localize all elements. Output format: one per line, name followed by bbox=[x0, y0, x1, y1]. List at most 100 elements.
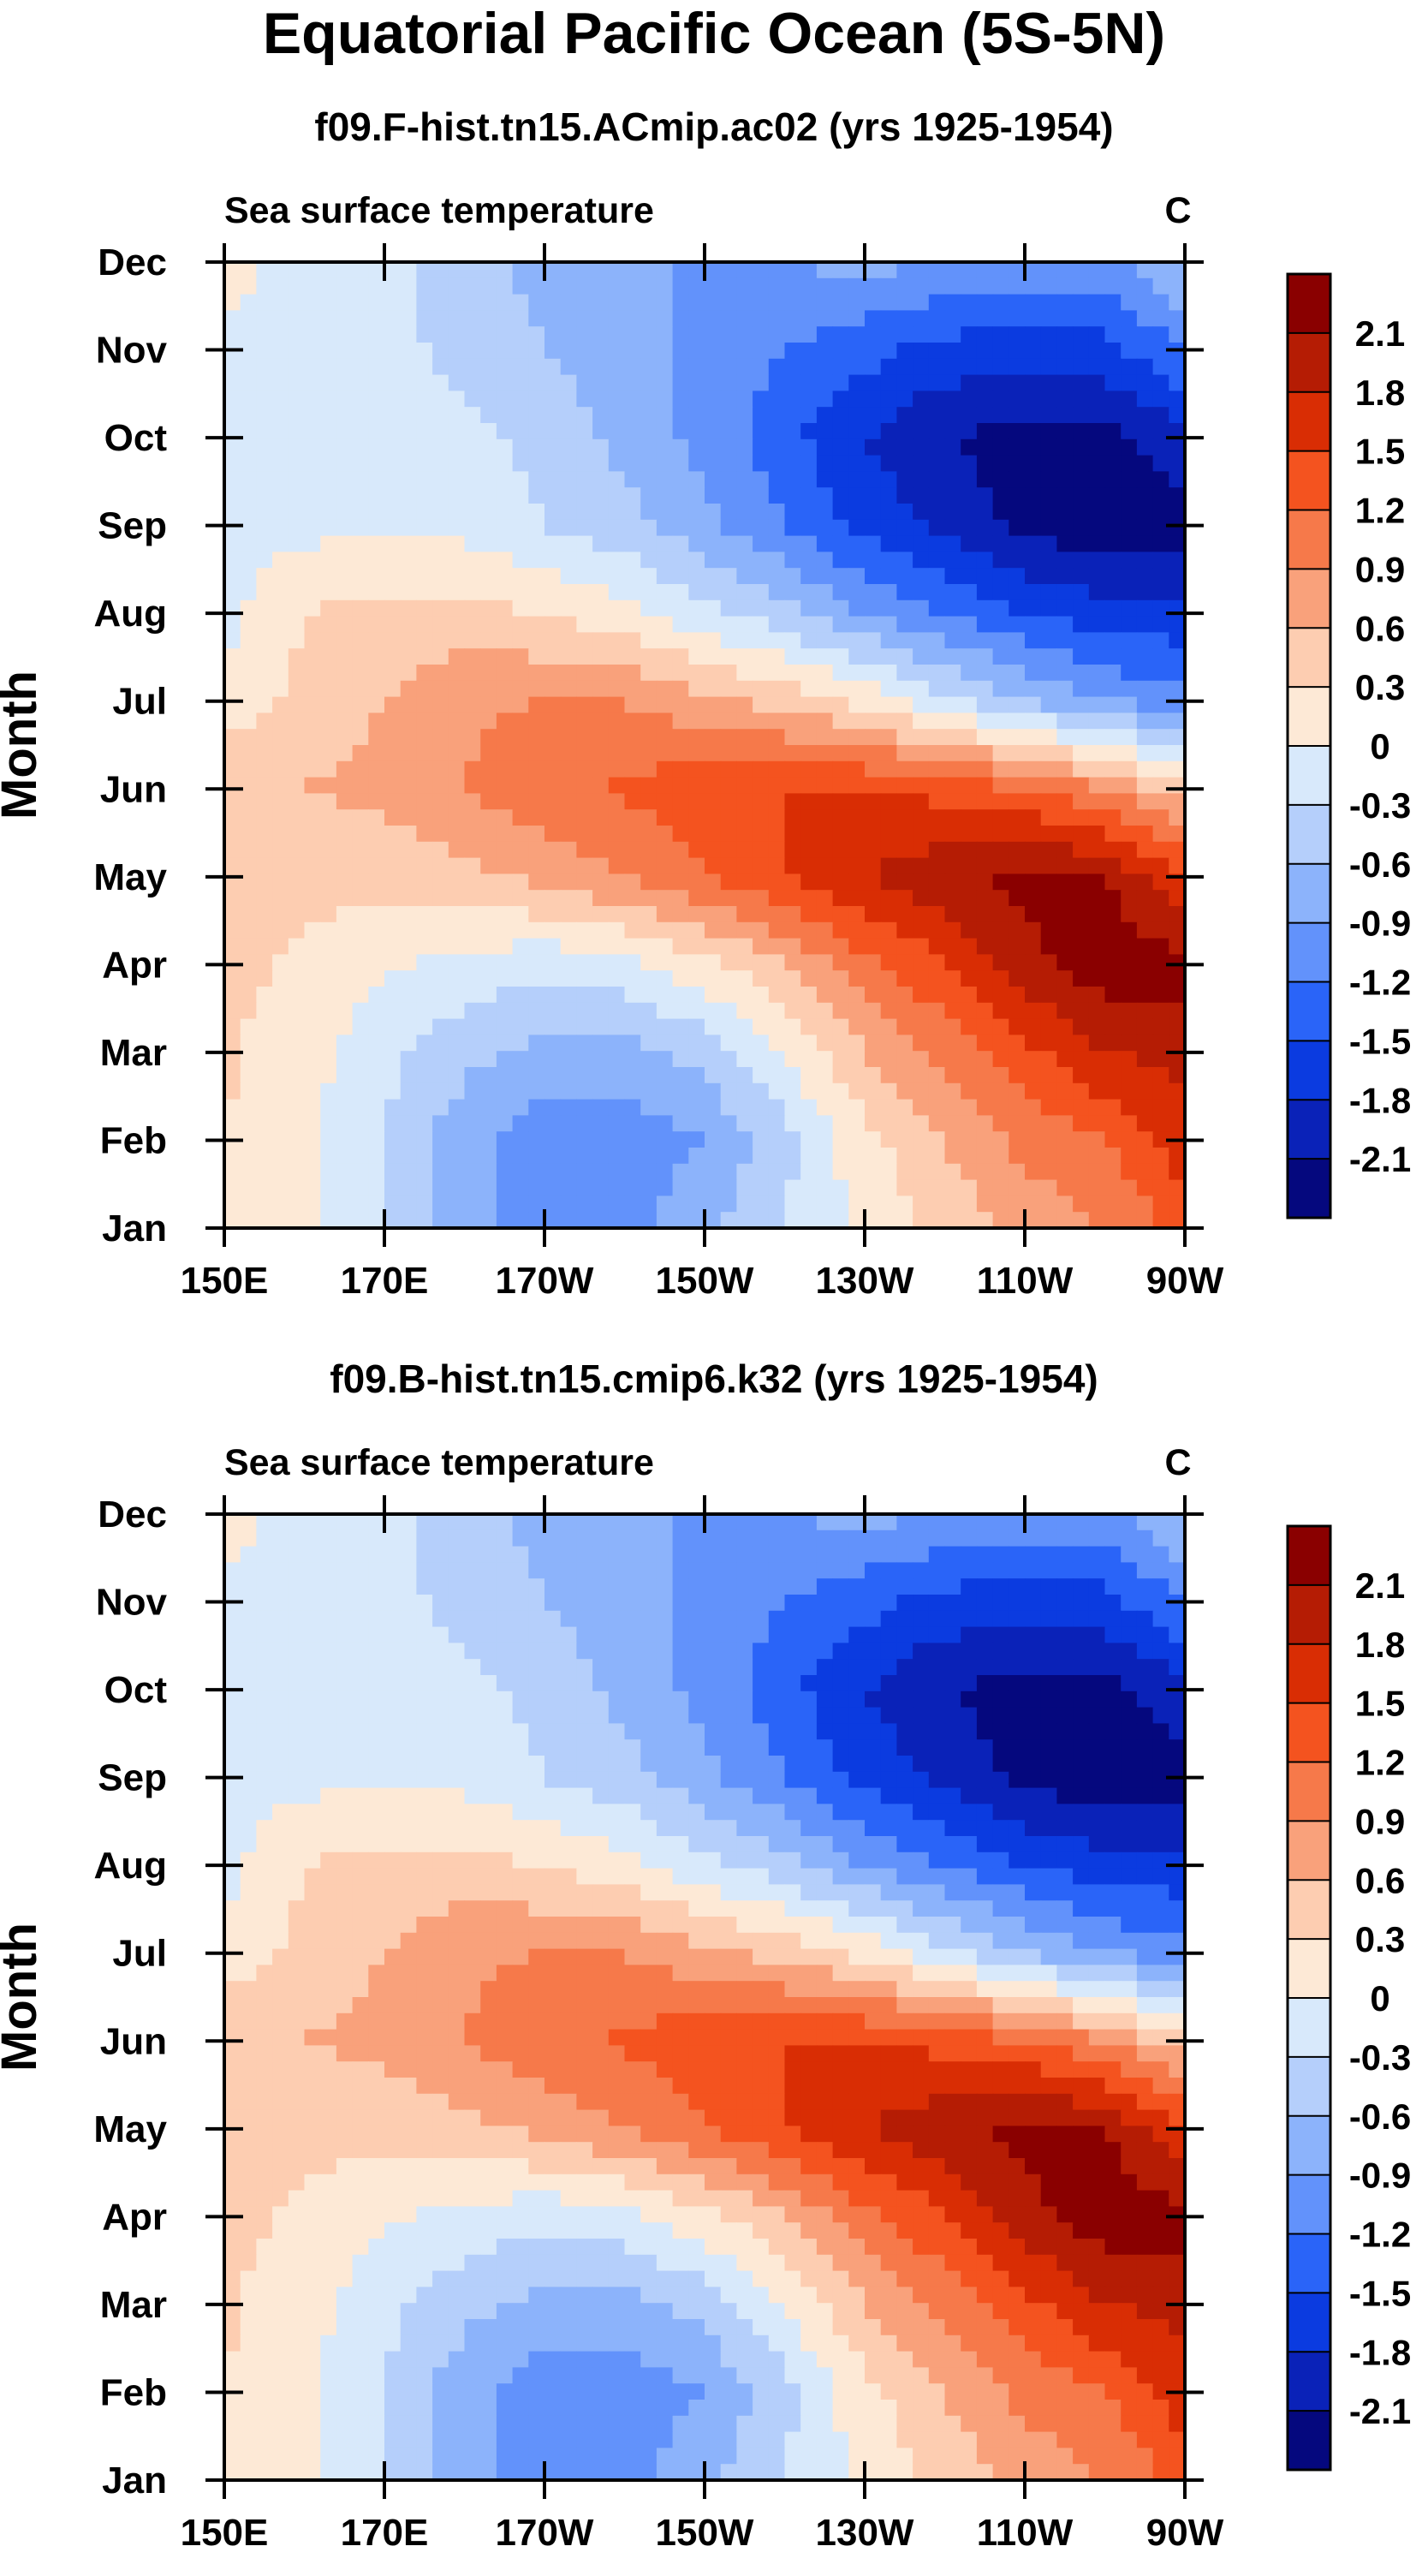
contour-cell bbox=[1121, 1115, 1138, 1132]
contour-cell bbox=[753, 423, 770, 440]
contour-cell bbox=[1136, 1212, 1154, 1229]
contour-cell bbox=[1136, 407, 1154, 424]
contour-cell bbox=[240, 1196, 257, 1213]
contour-cell bbox=[865, 1099, 882, 1116]
contour-cell bbox=[352, 407, 369, 424]
contour-cell bbox=[848, 1787, 866, 1804]
contour-cell bbox=[576, 1771, 593, 1789]
contour-cell bbox=[720, 1051, 737, 1068]
contour-cell bbox=[464, 826, 481, 843]
contour-cell bbox=[416, 970, 433, 987]
contour-cell bbox=[1121, 519, 1138, 537]
contour-cell bbox=[928, 262, 946, 279]
contour-cell bbox=[560, 1562, 577, 1579]
contour-cell bbox=[688, 857, 705, 874]
contour-cell bbox=[256, 1530, 273, 1547]
contour-cell bbox=[576, 745, 593, 762]
contour-cell bbox=[416, 1820, 433, 1837]
contour-cell bbox=[992, 874, 1009, 891]
contour-cell bbox=[1073, 487, 1090, 504]
contour-cell bbox=[1073, 680, 1090, 698]
contour-cell bbox=[928, 906, 946, 923]
contour-cell bbox=[496, 1707, 514, 1724]
contour-cell bbox=[816, 487, 834, 504]
contour-cell bbox=[288, 1756, 306, 1773]
contour-cell bbox=[576, 632, 593, 649]
contour-cell bbox=[928, 648, 946, 665]
contour-cell bbox=[592, 1707, 610, 1724]
contour-cell bbox=[1121, 987, 1138, 1004]
contour-cell bbox=[640, 519, 657, 537]
contour-cell bbox=[608, 648, 626, 665]
contour-cell bbox=[784, 1514, 801, 1531]
contour-cell bbox=[544, 665, 562, 682]
contour-cell bbox=[480, 1756, 497, 1773]
contour-cell bbox=[736, 1771, 753, 1789]
contour-cell bbox=[992, 1514, 1009, 1531]
contour-cell bbox=[1152, 938, 1169, 955]
contour-cell bbox=[224, 841, 241, 859]
contour-cell bbox=[496, 277, 514, 295]
contour-cell bbox=[816, 1739, 834, 1756]
contour-cell bbox=[672, 535, 689, 552]
contour-cell bbox=[705, 599, 722, 617]
contour-cell bbox=[913, 1131, 930, 1148]
contour-cell bbox=[1152, 970, 1169, 987]
contour-cell bbox=[608, 1530, 626, 1547]
contour-cell bbox=[1009, 584, 1026, 601]
contour-cell bbox=[1104, 599, 1122, 617]
contour-cell bbox=[1009, 552, 1026, 569]
contour-cell bbox=[1073, 632, 1090, 649]
contour-cell bbox=[304, 1163, 321, 1181]
contour-cell bbox=[672, 1546, 689, 1563]
contour-cell bbox=[816, 1115, 834, 1132]
contour-cell bbox=[352, 841, 369, 859]
contour-cell bbox=[880, 599, 897, 617]
contour-cell bbox=[624, 552, 641, 569]
contour-cell bbox=[320, 519, 337, 537]
contour-cell bbox=[1073, 1771, 1090, 1789]
contour-cell bbox=[816, 1610, 834, 1628]
contour-cell bbox=[528, 1578, 545, 1595]
contour-cell bbox=[304, 584, 321, 601]
contour-cell bbox=[688, 438, 705, 456]
contour-cell bbox=[368, 648, 385, 665]
contour-cell bbox=[656, 1530, 674, 1547]
contour-cell bbox=[768, 535, 786, 552]
contour-cell bbox=[992, 921, 1009, 939]
contour-cell bbox=[512, 1675, 529, 1692]
contour-cell bbox=[1169, 310, 1186, 327]
contour-cell bbox=[544, 1035, 562, 1052]
contour-cell bbox=[272, 809, 289, 826]
contour-cell bbox=[1025, 1131, 1042, 1148]
contour-cell bbox=[480, 1562, 497, 1579]
contour-cell bbox=[592, 616, 610, 633]
contour-cell bbox=[272, 1739, 289, 1756]
contour-cell bbox=[608, 568, 626, 585]
contour-cell bbox=[336, 987, 354, 1004]
contour-cell bbox=[240, 1546, 257, 1563]
contour-cell bbox=[1152, 857, 1169, 874]
contour-cell bbox=[961, 487, 978, 504]
contour-cell bbox=[560, 504, 577, 521]
contour-cell bbox=[816, 1787, 834, 1804]
contour-cell bbox=[784, 310, 801, 327]
contour-cell bbox=[928, 809, 946, 826]
contour-cell bbox=[768, 793, 786, 810]
contour-cell bbox=[496, 760, 514, 778]
contour-cell bbox=[432, 713, 449, 730]
contour-cell bbox=[640, 906, 657, 923]
chart-svg: f09.B-hist.tn15.cmip6.k32 (yrs 1925-1954… bbox=[0, 1357, 1411, 2554]
contour-cell bbox=[560, 262, 577, 279]
contour-cell bbox=[1136, 1626, 1154, 1643]
contour-cell bbox=[880, 552, 897, 569]
contour-cell bbox=[608, 358, 626, 376]
contour-cell bbox=[865, 809, 882, 826]
contour-cell bbox=[944, 391, 961, 408]
contour-cell bbox=[1073, 1626, 1090, 1643]
contour-cell bbox=[928, 438, 946, 456]
contour-cell bbox=[688, 277, 705, 295]
contour-cell bbox=[384, 455, 402, 472]
contour-cell bbox=[560, 987, 577, 1004]
contour-cell bbox=[1121, 1051, 1138, 1068]
